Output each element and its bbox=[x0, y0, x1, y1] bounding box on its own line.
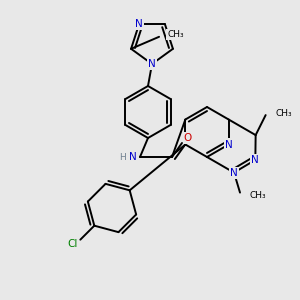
Text: Cl: Cl bbox=[67, 239, 77, 249]
Text: CH₃: CH₃ bbox=[250, 191, 267, 200]
Text: CH₃: CH₃ bbox=[276, 109, 292, 118]
Text: O: O bbox=[184, 133, 192, 143]
Text: N: N bbox=[230, 168, 238, 178]
Text: N: N bbox=[129, 152, 137, 162]
Text: N: N bbox=[148, 59, 156, 69]
Text: N: N bbox=[135, 19, 143, 29]
Text: H: H bbox=[118, 152, 125, 161]
Text: CH₃: CH₃ bbox=[167, 30, 184, 39]
Text: N: N bbox=[251, 155, 259, 165]
Text: N: N bbox=[225, 140, 232, 149]
